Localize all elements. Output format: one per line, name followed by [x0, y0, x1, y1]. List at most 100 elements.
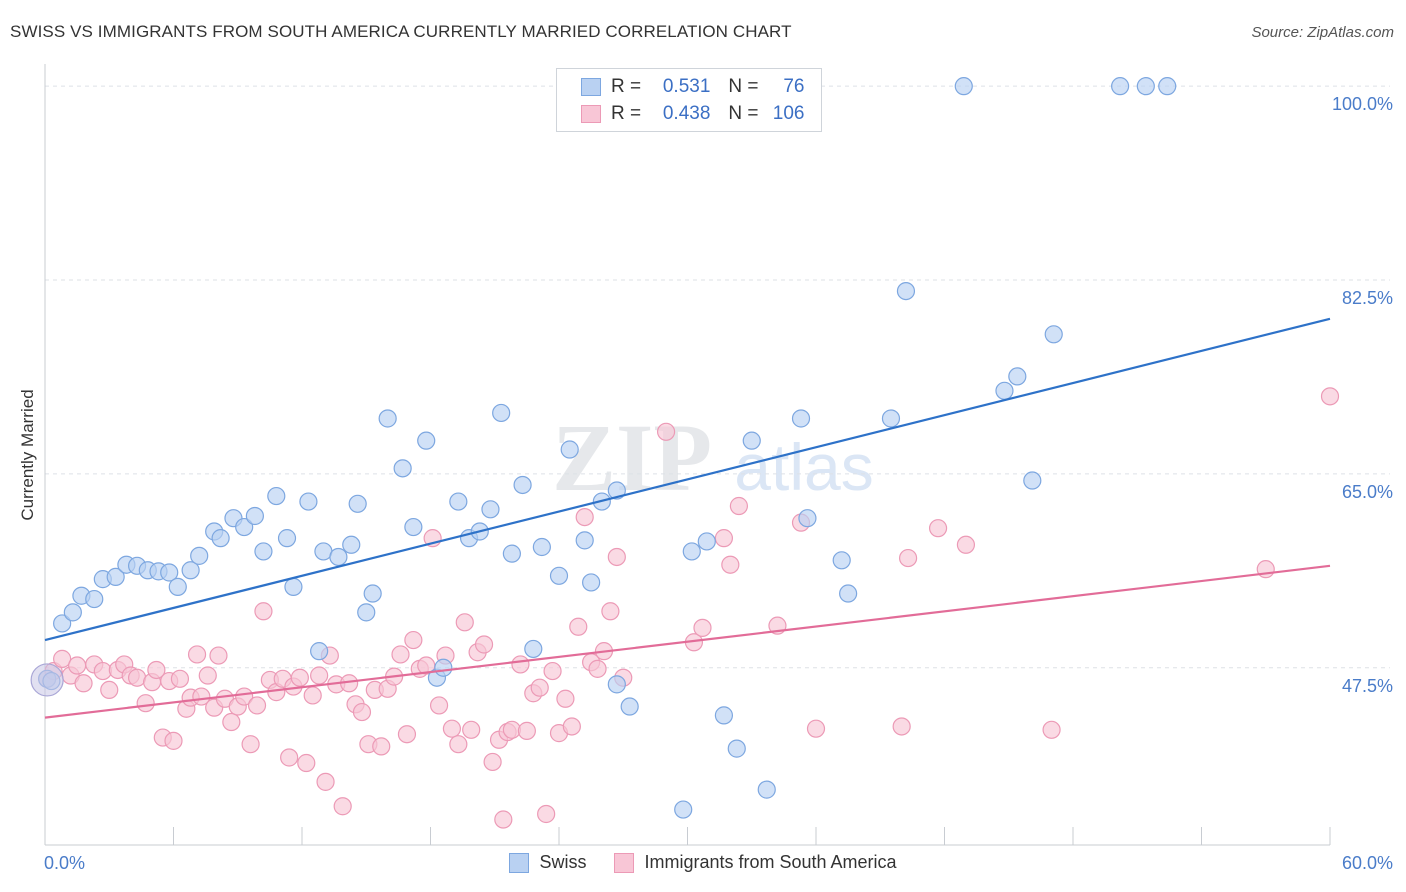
data-point — [277, 529, 297, 548]
data-point — [85, 589, 104, 609]
data-point — [682, 542, 701, 561]
data-point — [209, 646, 228, 665]
data-point — [280, 748, 299, 767]
data-point — [532, 537, 551, 557]
data-point — [956, 535, 976, 554]
data-point — [211, 529, 230, 548]
data-point — [549, 566, 569, 585]
data-point — [333, 797, 352, 816]
data-point — [1042, 720, 1061, 739]
data-point — [93, 661, 112, 681]
r-value: 0.438 — [662, 103, 711, 124]
data-point — [556, 689, 575, 708]
data-point — [303, 686, 322, 705]
data-point — [53, 614, 72, 633]
data-point — [235, 687, 254, 706]
data-point — [502, 720, 521, 739]
data-point — [348, 494, 367, 513]
data-point — [247, 696, 267, 715]
series-swiss-points — [30, 77, 1177, 819]
data-point — [160, 563, 179, 582]
data-point — [832, 551, 851, 570]
x-tick-label-max: 60.0% — [1342, 853, 1393, 873]
trend-line-immigrants — [44, 564, 1331, 719]
data-point — [74, 674, 93, 693]
r-label: R = — [611, 103, 642, 124]
data-point — [363, 584, 382, 603]
data-point — [1158, 77, 1177, 96]
data-point — [1111, 77, 1130, 96]
data-point — [254, 602, 273, 621]
data-point — [449, 735, 468, 754]
y-tick-labels: 47.5% 65.0% 82.5% 100.0% — [1332, 94, 1393, 696]
data-point — [429, 696, 449, 715]
data-point — [601, 602, 620, 621]
n-label: N = — [728, 103, 759, 124]
trend-lines — [44, 317, 1331, 719]
data-point — [455, 613, 474, 632]
data-point — [575, 531, 594, 550]
data-point — [537, 804, 556, 824]
data-point — [995, 381, 1014, 400]
data-point — [607, 481, 626, 500]
data-point — [582, 573, 601, 592]
data-point — [1023, 471, 1042, 490]
overlap-marker — [30, 663, 64, 697]
data-point — [839, 584, 858, 603]
data-point — [136, 694, 155, 713]
watermark-zip: ZIP — [552, 404, 712, 511]
data-point — [290, 668, 309, 687]
data-point — [494, 810, 513, 829]
data-point — [511, 655, 530, 674]
data-point — [693, 618, 712, 637]
y-tick-label: 100.0% — [1332, 94, 1393, 114]
n-label: N = — [728, 76, 759, 97]
legend-label-immigrants: Immigrants from South America — [644, 852, 897, 872]
stats-row-immigrants: R = 0.438 N = 106 — [581, 101, 805, 127]
data-point — [442, 719, 462, 738]
data-point — [241, 735, 260, 754]
legend-item-immigrants: Immigrants from South America — [614, 852, 897, 873]
data-point — [492, 403, 511, 423]
data-point — [449, 492, 468, 511]
legend-label-swiss: Swiss — [539, 852, 587, 872]
data-point — [391, 645, 410, 664]
data-point — [798, 509, 817, 528]
data-point — [53, 649, 72, 668]
data-point — [742, 431, 761, 450]
data-point — [954, 77, 973, 96]
data-point — [404, 517, 423, 537]
data-point — [714, 529, 734, 548]
data-point — [164, 731, 183, 750]
x-tick-label-min: 0.0% — [44, 853, 85, 873]
axes — [44, 64, 1331, 846]
data-point — [892, 717, 911, 736]
data-point — [63, 603, 82, 622]
data-point — [530, 678, 549, 697]
data-point — [245, 506, 264, 526]
data-point — [474, 635, 494, 654]
y-tick-label: 47.5% — [1342, 676, 1393, 696]
data-point — [310, 642, 329, 661]
data-point — [434, 658, 453, 677]
data-point — [342, 535, 361, 554]
data-point — [284, 577, 303, 596]
data-point — [100, 680, 119, 700]
gridlines — [45, 85, 1390, 669]
data-point — [372, 737, 391, 756]
data-point — [310, 666, 329, 685]
data-point — [316, 772, 335, 791]
data-point — [187, 645, 207, 664]
data-point — [481, 500, 500, 519]
data-point — [543, 661, 562, 681]
trend-line-swiss — [44, 317, 1331, 642]
data-point — [393, 459, 412, 478]
data-point — [607, 547, 626, 567]
data-point — [357, 603, 376, 622]
data-point — [397, 725, 417, 744]
data-point — [147, 660, 166, 680]
data-point — [190, 546, 209, 565]
data-point — [192, 687, 211, 706]
data-point — [254, 542, 273, 561]
